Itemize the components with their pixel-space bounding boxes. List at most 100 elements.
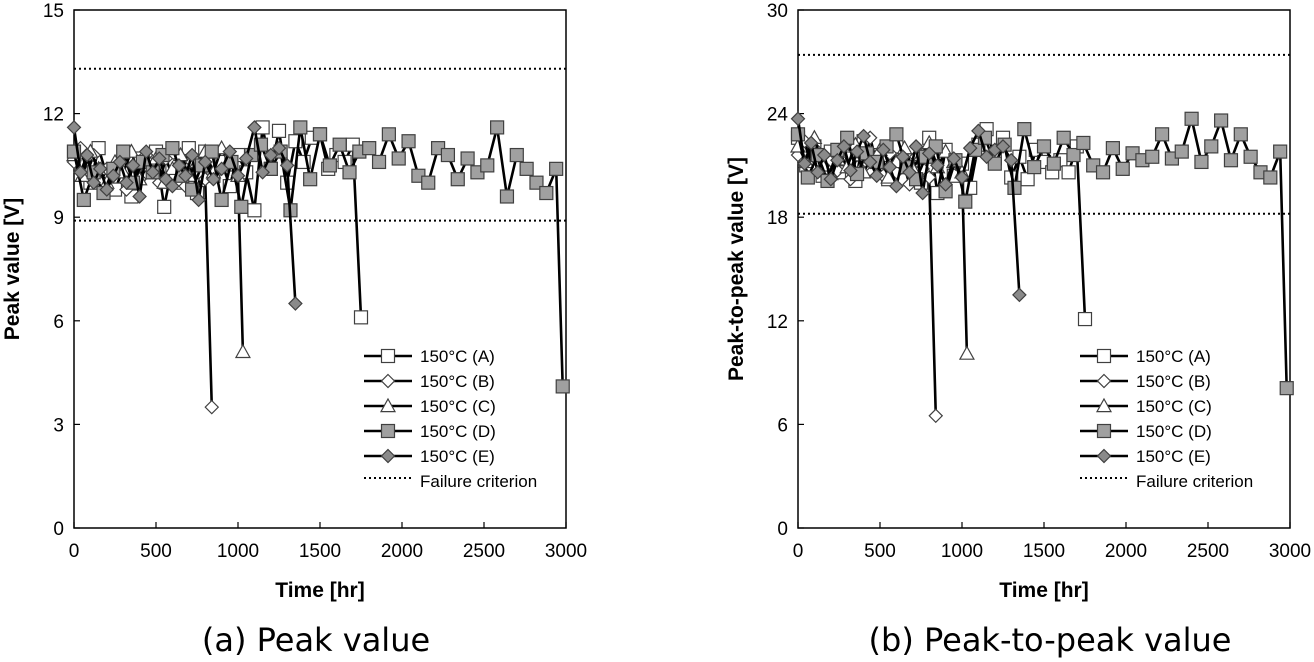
data-point: [823, 171, 839, 187]
data-point: [112, 154, 128, 170]
data-point: [958, 194, 973, 209]
data-point: [230, 168, 246, 184]
data-point: [869, 168, 885, 184]
data-point: [1077, 311, 1093, 327]
data-point: [1174, 144, 1189, 159]
data-point: [132, 189, 147, 204]
data-point: [849, 144, 865, 159]
legend-marker: [380, 373, 396, 389]
y-tick-label: 24: [767, 105, 789, 126]
y-tick-label: 0: [53, 519, 64, 540]
data-point: [895, 149, 911, 165]
y-tick-label: 12: [767, 312, 788, 333]
y-tick-label: 6: [53, 312, 64, 333]
data-point: [66, 120, 82, 135]
data-point: [293, 120, 308, 135]
data-point: [490, 120, 505, 135]
data-point: [1279, 381, 1294, 396]
legend-label: 150°C (D): [420, 422, 496, 441]
x-tick-label: 2500: [463, 541, 505, 562]
series-e: [66, 120, 303, 311]
data-point: [928, 408, 944, 424]
legend-label: 150°C (B): [420, 372, 495, 391]
data-point: [401, 134, 416, 149]
data-point: [499, 189, 515, 204]
data-point: [214, 192, 229, 208]
data-point: [206, 171, 221, 187]
data-point: [1184, 111, 1199, 126]
data-point: [171, 158, 187, 173]
data-point: [810, 164, 826, 180]
x-tick-label: 3000: [1269, 541, 1311, 562]
y-tick-label: 12: [43, 105, 64, 126]
data-point: [165, 141, 180, 156]
data-point: [803, 135, 819, 151]
data-point: [1204, 139, 1219, 154]
data-point: [790, 111, 806, 127]
data-point: [539, 185, 554, 201]
data-point: [157, 199, 172, 214]
data-point: [106, 168, 121, 184]
data-point: [1020, 172, 1035, 187]
data-point: [1223, 153, 1239, 168]
data-point: [889, 127, 904, 142]
data-point: [1076, 135, 1091, 151]
y-tick-label: 18: [767, 208, 788, 229]
y-tick-label: 6: [777, 415, 788, 436]
data-point: [288, 296, 303, 311]
data-point: [830, 152, 845, 168]
data-point: [930, 158, 945, 173]
legend-marker: [1096, 423, 1112, 439]
data-point: [882, 159, 898, 175]
data-point: [119, 175, 134, 191]
data-point: [509, 147, 524, 163]
x-axis-title: Time [hr]: [275, 579, 364, 602]
data-point: [480, 158, 495, 173]
data-point: [79, 147, 95, 163]
x-tick-label: 1000: [941, 541, 983, 562]
data-point: [1046, 156, 1061, 171]
data-point: [549, 161, 564, 176]
legend-label: 150°C (A): [420, 347, 495, 366]
plot-frame: [797, 9, 1291, 529]
data-point: [1115, 161, 1130, 176]
data-point: [255, 164, 270, 180]
data-point: [529, 175, 544, 190]
data-point: [1066, 147, 1081, 163]
data-point: [902, 164, 917, 180]
data-point: [99, 182, 115, 197]
x-tick-label: 2500: [1187, 541, 1229, 562]
legend-marker: [380, 448, 396, 464]
data-point: [875, 142, 891, 158]
legend-label: Failure criterion: [420, 472, 537, 491]
legend-marker: [1096, 348, 1112, 364]
series-e: [790, 111, 1027, 303]
data-point: [322, 158, 337, 173]
legend-label: 150°C (B): [1136, 372, 1211, 391]
data-point: [125, 158, 141, 173]
data-point: [381, 127, 396, 142]
data-point: [234, 343, 251, 359]
data-point: [1154, 127, 1170, 142]
legend-label: 150°C (A): [1136, 347, 1211, 366]
data-point: [391, 151, 406, 166]
data-point: [353, 310, 369, 325]
chart-peak-to-peak-value: 0 6 12 18 24 30 0 500 1000 1500 2000 2500 3000 Time […: [725, 1, 1311, 659]
x-tick-label: 0: [69, 541, 80, 562]
x-tick-label: 1500: [299, 541, 341, 562]
data-point: [191, 192, 206, 208]
data-point: [204, 144, 219, 159]
series-d: [790, 111, 1294, 396]
data-point: [303, 172, 318, 187]
legend-marker: [380, 423, 396, 439]
data-point: [138, 144, 154, 159]
data-point: [204, 399, 220, 415]
data-point: [797, 156, 812, 172]
data-point: [362, 141, 377, 156]
data-point: [86, 175, 102, 191]
data-point: [1145, 149, 1160, 164]
panel-caption: (b) Peak-to-peak value: [869, 621, 1232, 659]
legend-label: 150°C (E): [1136, 447, 1211, 466]
data-point: [1027, 160, 1042, 175]
